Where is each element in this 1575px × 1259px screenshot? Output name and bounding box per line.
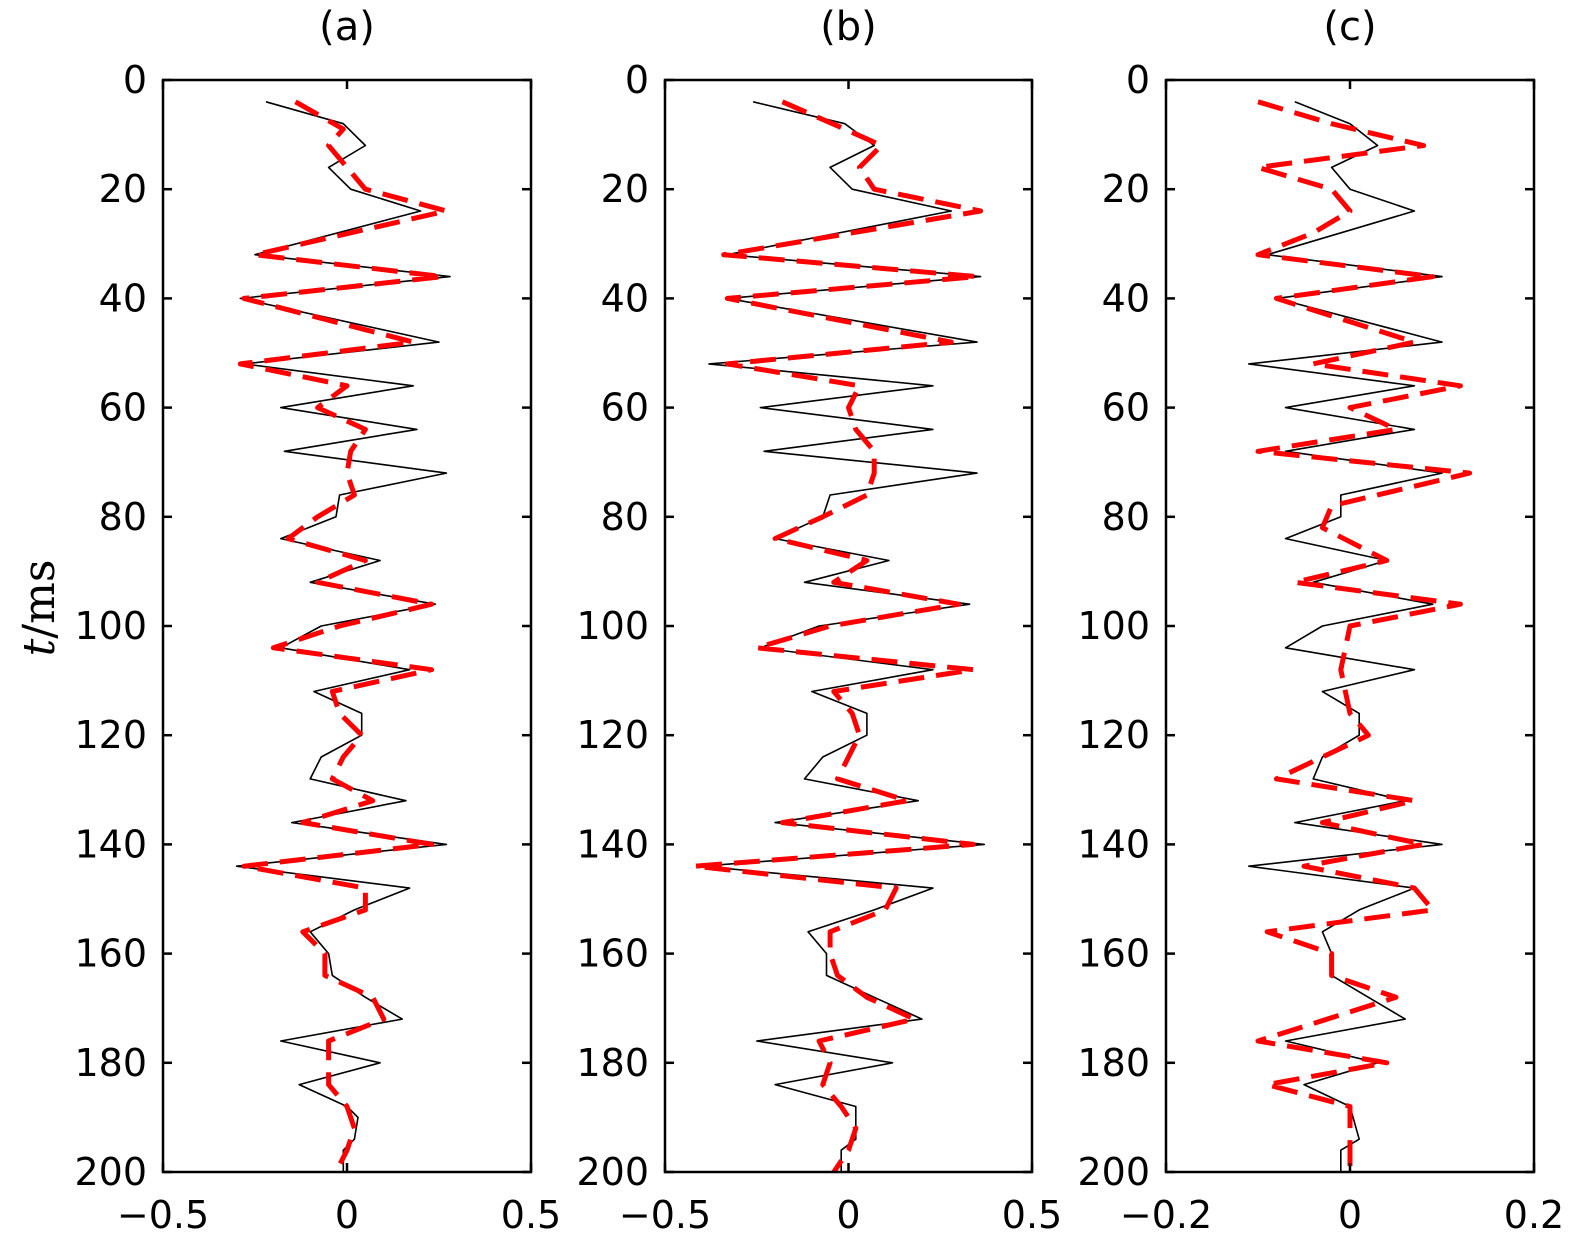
y-tick-label: 40 xyxy=(1102,276,1150,320)
y-tick-label: 0 xyxy=(625,58,649,102)
x-tick-label: 0.5 xyxy=(1002,1193,1062,1237)
y-tick-label: 200 xyxy=(576,1150,649,1194)
y-tick-label: 180 xyxy=(1077,1041,1150,1085)
y-tick-label: 80 xyxy=(1102,495,1150,539)
y-tick-label: 120 xyxy=(1077,713,1150,757)
y-tick-label: 20 xyxy=(1102,167,1150,211)
panel-b: (b) 0 20 40 60 80 100 120 140 160 180 200−0.5 0 0.5 xyxy=(576,4,1062,1237)
y-tick-label: 0 xyxy=(123,58,147,102)
y-tick-label: 100 xyxy=(576,604,649,648)
x-tick-label: −0.2 xyxy=(1120,1193,1212,1237)
panel-title: (c) xyxy=(1323,4,1376,50)
y-tick-label: 160 xyxy=(74,932,147,976)
y-tick-label: 160 xyxy=(1077,932,1150,976)
y-tick-label: 60 xyxy=(601,386,649,430)
x-tick-label: 0 xyxy=(1338,1193,1362,1237)
series-line-dashed-red xyxy=(691,99,984,1174)
y-tick-label: 160 xyxy=(576,932,649,976)
y-tick-label: 60 xyxy=(1102,386,1150,430)
panel-c: (c) 0 20 40 60 80 100 120 140 160 180 200−0.2 0 0.2 xyxy=(1077,4,1564,1237)
series-line-dashed-red xyxy=(1255,99,1473,1172)
y-tick-label: 140 xyxy=(1077,822,1150,866)
y-tick-label: 120 xyxy=(74,713,147,757)
y-tick-label: 140 xyxy=(576,822,649,866)
y-tick-label: 200 xyxy=(1077,1150,1150,1194)
x-tick-label: 0 xyxy=(335,1193,359,1237)
y-tick-label: 200 xyxy=(74,1150,147,1194)
y-tick-label: 100 xyxy=(74,604,147,648)
series-line-dashed-red xyxy=(237,99,449,1174)
x-tick-label: −0.5 xyxy=(117,1193,209,1237)
y-tick-label: 100 xyxy=(1077,604,1150,648)
panel-title: (b) xyxy=(820,4,877,50)
panel-a: (a) 0 20 40 60 80 100 120 140 160 180 200−0.5 0 0.5 xyxy=(74,4,561,1237)
axes-frame xyxy=(663,78,1034,1174)
y-tick-label: 120 xyxy=(576,713,649,757)
y-axis-label-variable: t xyxy=(14,638,65,656)
y-tick-label: 20 xyxy=(99,167,147,211)
y-tick-label: 80 xyxy=(601,495,649,539)
series-line-solid-black xyxy=(700,101,986,1172)
x-tick-label: 0 xyxy=(836,1193,860,1237)
x-tick-label: 0.5 xyxy=(501,1193,561,1237)
y-tick-label: 180 xyxy=(74,1041,147,1085)
y-tick-label: 140 xyxy=(74,822,147,866)
y-tick-label: 80 xyxy=(99,495,147,539)
panel-title: (a) xyxy=(319,4,375,50)
y-axis-label: t/ms xyxy=(14,560,65,657)
y-tick-label: 0 xyxy=(1126,58,1150,102)
series-line-solid-black xyxy=(235,101,451,1172)
y-tick-label: 60 xyxy=(99,386,147,430)
y-tick-label: 180 xyxy=(576,1041,649,1085)
x-tick-label: 0.2 xyxy=(1504,1193,1564,1237)
y-tick-label: 20 xyxy=(601,167,649,211)
y-tick-label: 40 xyxy=(99,276,147,320)
x-tick-label: −0.5 xyxy=(619,1193,711,1237)
y-axis-label-unit: /ms xyxy=(14,560,65,639)
y-tick-label: 40 xyxy=(601,276,649,320)
